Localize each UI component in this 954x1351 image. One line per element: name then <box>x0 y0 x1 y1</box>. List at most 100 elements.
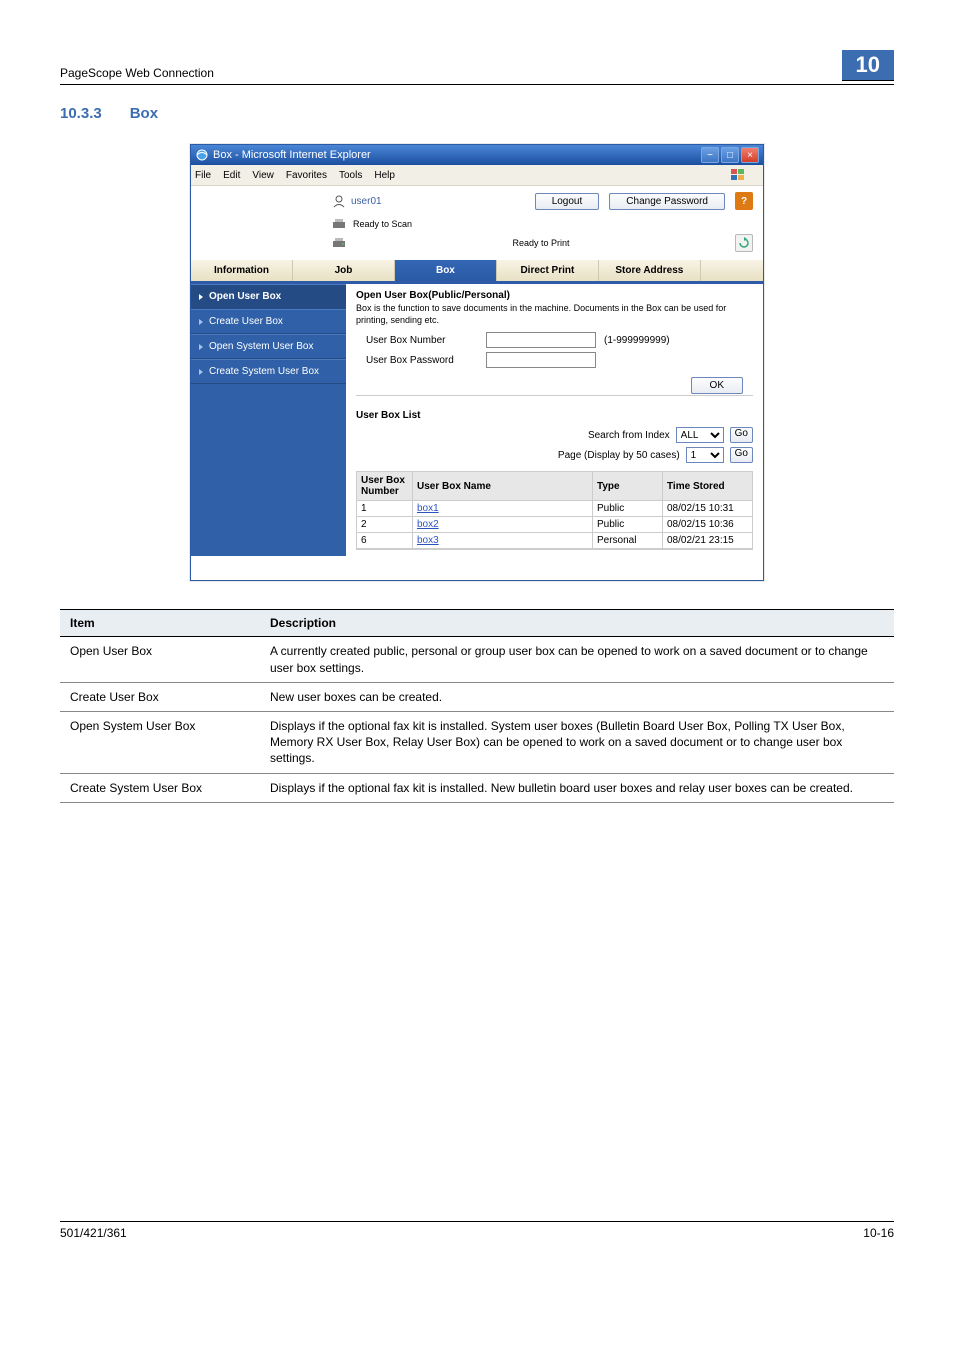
cell-type: Public <box>593 517 663 533</box>
help-icon[interactable]: ? <box>735 192 753 210</box>
section-title: Box <box>130 105 158 122</box>
box-link[interactable]: box3 <box>417 535 439 546</box>
description-table: Item Description Open User Box A current… <box>60 609 894 802</box>
sidebar: Open User Box Create User Box Open Syste… <box>191 284 346 556</box>
sidebar-create-user-box[interactable]: Create User Box <box>191 309 346 334</box>
ie-icon <box>195 148 209 162</box>
cell-time: 08/02/21 23:15 <box>663 533 753 550</box>
menu-view[interactable]: View <box>252 170 274 181</box>
search-go-button[interactable]: Go <box>730 427 753 443</box>
header-title: PageScope Web Connection <box>60 66 842 80</box>
status-scan-text: Ready to Scan <box>353 219 412 229</box>
list-title: User Box List <box>356 410 753 421</box>
username: user01 <box>351 196 382 207</box>
ie-menubar: File Edit View Favorites Tools Help <box>191 165 763 186</box>
th-number: User Box Number <box>357 472 413 501</box>
tab-direct-print[interactable]: Direct Print <box>497 260 599 281</box>
box-link[interactable]: box2 <box>417 519 439 530</box>
box-link[interactable]: box1 <box>417 503 439 514</box>
section-heading: 10.3.3 Box <box>60 105 894 122</box>
search-label: Search from Index <box>588 430 670 441</box>
input-box-number[interactable] <box>486 332 596 348</box>
page-go-button[interactable]: Go <box>730 447 753 463</box>
main-panel: Open User Box(Public/Personal) Box is th… <box>346 284 763 556</box>
menu-tools[interactable]: Tools <box>339 170 362 181</box>
th-description: Description <box>260 610 894 637</box>
status-scan: Ready to Scan <box>331 216 753 232</box>
minimize-button[interactable]: − <box>701 147 719 163</box>
ie-window: Box - Microsoft Internet Explorer − □ × … <box>190 144 764 581</box>
th-type: Type <box>593 472 663 501</box>
tab-box[interactable]: Box <box>395 260 497 281</box>
table-row: Create User Box New user boxes can be cr… <box>60 682 894 711</box>
table-row: Open User Box A currently created public… <box>60 637 894 682</box>
section-number: 10.3.3 <box>60 105 102 122</box>
cell-desc: Displays if the optional fax kit is inst… <box>260 773 894 802</box>
windows-flag-icon <box>729 167 747 183</box>
sidebar-item-label: Create System User Box <box>209 366 319 377</box>
close-button[interactable]: × <box>741 147 759 163</box>
table-row: 6 box3 Personal 08/02/21 23:15 <box>357 533 753 550</box>
th-item: Item <box>60 610 260 637</box>
page-select[interactable]: 1 <box>686 447 724 463</box>
printer-icon <box>331 235 347 251</box>
cell-item: Open System User Box <box>60 711 260 773</box>
box-table: User Box Number User Box Name Type Time … <box>356 471 753 550</box>
cell-item: Open User Box <box>60 637 260 682</box>
cell-item: Create System User Box <box>60 773 260 802</box>
cell-item: Create User Box <box>60 682 260 711</box>
cell-number: 6 <box>357 533 413 550</box>
cell-type: Personal <box>593 533 663 550</box>
footer-right: 10-16 <box>863 1226 894 1240</box>
cell-desc: A currently created public, personal or … <box>260 637 894 682</box>
menu-help[interactable]: Help <box>374 170 395 181</box>
cell-type: Public <box>593 501 663 517</box>
sidebar-item-label: Open User Box <box>209 291 281 302</box>
user-icon <box>331 193 347 209</box>
th-name: User Box Name <box>413 472 593 501</box>
th-time: Time Stored <box>663 472 753 501</box>
search-select[interactable]: ALL <box>676 427 724 443</box>
chapter-badge: 10 <box>842 50 894 81</box>
menu-edit[interactable]: Edit <box>223 170 240 181</box>
label-box-number: User Box Number <box>356 335 486 346</box>
panel-desc: Box is the function to save documents in… <box>356 303 753 326</box>
page-label: Page (Display by 50 cases) <box>558 450 680 461</box>
cell-time: 08/02/15 10:31 <box>663 501 753 517</box>
table-row: 2 box2 Public 08/02/15 10:36 <box>357 517 753 533</box>
sidebar-item-label: Create User Box <box>209 316 283 327</box>
menu-favorites[interactable]: Favorites <box>286 170 327 181</box>
sidebar-open-system-user-box[interactable]: Open System User Box <box>191 334 346 359</box>
panel-title: Open User Box(Public/Personal) <box>356 290 753 301</box>
tab-job[interactable]: Job <box>293 260 395 281</box>
cell-time: 08/02/15 10:36 <box>663 517 753 533</box>
sidebar-create-system-user-box[interactable]: Create System User Box <box>191 359 346 384</box>
status-print: Ready to Print <box>331 234 753 252</box>
table-row: Open System User Box Displays if the opt… <box>60 711 894 773</box>
input-box-password[interactable] <box>486 352 596 368</box>
ie-titlebar: Box - Microsoft Internet Explorer − □ × <box>191 145 763 165</box>
cell-desc: Displays if the optional fax kit is inst… <box>260 711 894 773</box>
ok-button[interactable]: OK <box>691 377 743 394</box>
menu-file[interactable]: File <box>195 170 211 181</box>
change-password-button[interactable]: Change Password <box>609 193 725 210</box>
cell-number: 2 <box>357 517 413 533</box>
refresh-button[interactable] <box>735 234 753 252</box>
hint-box-number: (1-999999999) <box>604 335 670 346</box>
cell-number: 1 <box>357 501 413 517</box>
sidebar-open-user-box[interactable]: Open User Box <box>191 284 346 309</box>
cell-desc: New user boxes can be created. <box>260 682 894 711</box>
table-row: 1 box1 Public 08/02/15 10:31 <box>357 501 753 517</box>
status-print-text: Ready to Print <box>512 238 569 248</box>
tab-information[interactable]: Information <box>191 260 293 281</box>
footer-left: 501/421/361 <box>60 1226 127 1240</box>
ie-title-text: Box - Microsoft Internet Explorer <box>213 149 699 161</box>
tab-row: Information Job Box Direct Print Store A… <box>191 260 763 284</box>
tab-store-address[interactable]: Store Address <box>599 260 701 281</box>
sidebar-item-label: Open System User Box <box>209 341 313 352</box>
maximize-button[interactable]: □ <box>721 147 739 163</box>
table-row: Create System User Box Displays if the o… <box>60 773 894 802</box>
label-box-password: User Box Password <box>356 355 486 366</box>
tab-blank <box>701 260 763 281</box>
logout-button[interactable]: Logout <box>535 193 600 210</box>
